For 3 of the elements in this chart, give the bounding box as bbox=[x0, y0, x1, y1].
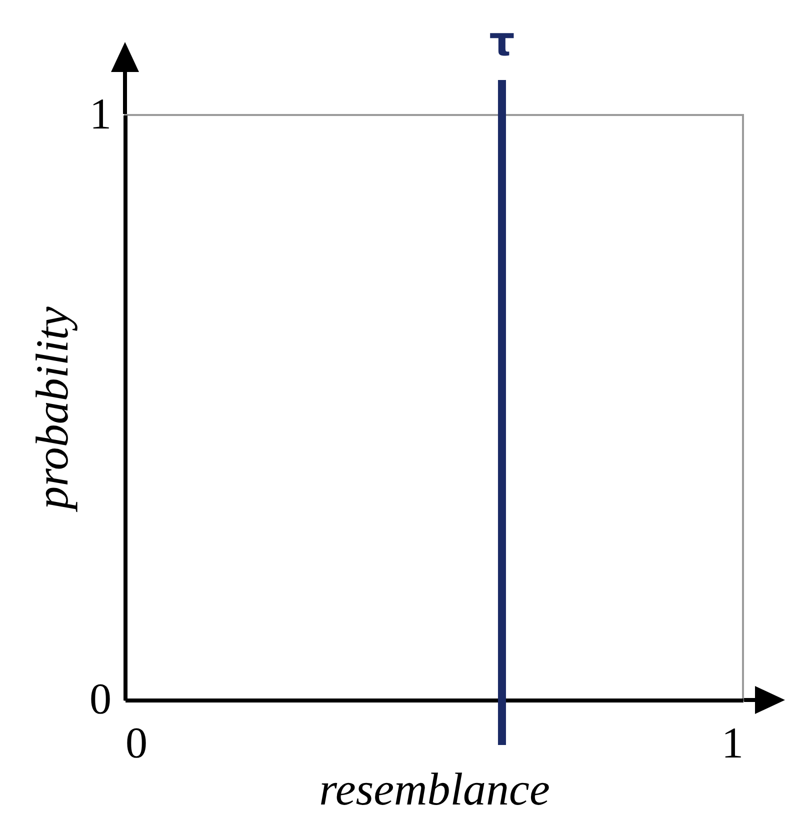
y-axis-title: probability bbox=[26, 306, 78, 512]
x-axis-title: resemblance bbox=[319, 764, 550, 814]
ref-line-label: τ bbox=[489, 19, 515, 65]
